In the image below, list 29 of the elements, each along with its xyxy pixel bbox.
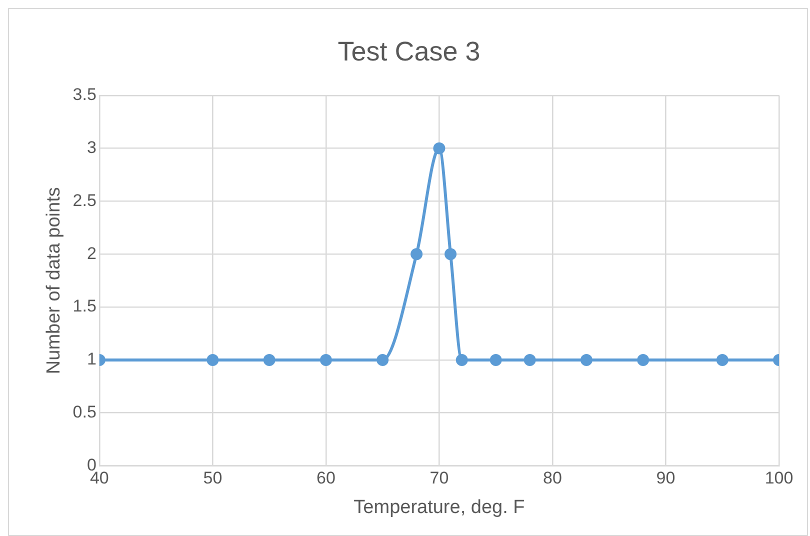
point (263, 354, 276, 366)
point (444, 248, 457, 260)
point (410, 248, 423, 260)
point (376, 354, 389, 366)
point (433, 142, 446, 154)
y-tick-label: 0.5 (72, 402, 96, 422)
point (637, 354, 650, 366)
y-tick-label: 3 (86, 138, 96, 157)
point (580, 354, 592, 366)
y-tick-label: 2 (86, 244, 96, 263)
point (524, 354, 536, 366)
x-tick-label: 90 (656, 468, 676, 488)
point (490, 354, 502, 366)
point (716, 354, 728, 366)
x-tick-label: 60 (316, 468, 336, 488)
x-tick-label: 70 (430, 468, 449, 488)
point (456, 354, 468, 366)
y-axis-title: Number of data points (44, 187, 65, 374)
point (206, 354, 219, 366)
y-tick-label: 1.5 (72, 296, 96, 316)
y-tick-label: 2.5 (72, 190, 96, 210)
x-tick-label: 50 (203, 468, 222, 488)
point (320, 354, 332, 366)
x-tick-label: 80 (543, 468, 562, 488)
y-tick-label: 3.5 (72, 85, 96, 104)
x-axis-title: Temperature, deg. F (354, 496, 525, 518)
chart-title: Test Case 3 (338, 36, 480, 67)
y-tick-label: 1 (86, 350, 96, 369)
x-tick-label: 100 (764, 468, 794, 488)
